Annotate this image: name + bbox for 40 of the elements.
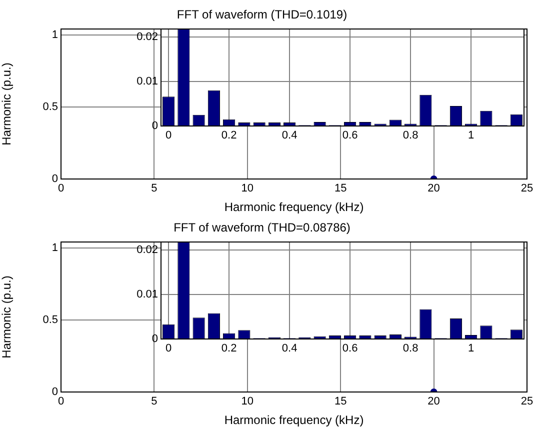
- x-tick-label: 0: [166, 130, 172, 142]
- y-tick-label: 1: [52, 28, 58, 41]
- x-tick-label: 20: [428, 182, 440, 195]
- x-tick-label: 10: [241, 396, 254, 408]
- x-tick-label: 15: [334, 396, 347, 408]
- x-tick-label: 0.4: [282, 342, 298, 355]
- y-axis-title: Harmonic (p.u.): [0, 62, 14, 146]
- y-tick-label: 0.01: [136, 288, 158, 301]
- x-tick-label: 0.8: [402, 342, 418, 355]
- x-tick-label: 0: [166, 342, 172, 355]
- x-tick-label: 0.2: [221, 342, 237, 355]
- x-tick-label: 0.4: [282, 130, 298, 142]
- y-tick-label: 0: [52, 173, 58, 186]
- y-tick-label: 0: [52, 386, 58, 398]
- y-tick-label: 0.5: [42, 314, 58, 326]
- x-tick-label: 5: [151, 396, 158, 408]
- chart-title: FFT of waveform (THD=0.1019): [176, 8, 348, 22]
- x-tick-label: 0.2: [221, 130, 237, 142]
- x-tick-label: 15: [334, 182, 347, 195]
- y-tick-label: 1: [52, 242, 58, 254]
- x-tick-label: 0.8: [402, 130, 418, 142]
- y-axis-title: Harmonic (p.u.): [0, 276, 14, 358]
- y-tick-label: 0.5: [42, 100, 58, 113]
- x-tick-label: 5: [151, 182, 158, 195]
- x-tick-label: 25: [520, 396, 534, 408]
- x-tick-label: 10: [241, 182, 254, 195]
- x-tick-label: 1: [468, 130, 474, 142]
- x-tick-label: 1: [468, 342, 474, 355]
- x-tick-label: 20: [428, 396, 440, 408]
- x-axis-title: Harmonic frequency (kHz): [224, 413, 364, 428]
- y-tick-label: 0.01: [136, 76, 158, 88]
- x-axis-title: Harmonic frequency (kHz): [224, 200, 364, 214]
- y-tick-label: 0: [152, 333, 158, 346]
- x-tick-label: 0.6: [342, 342, 358, 355]
- chart-title: FFT of waveform (THD=0.08786): [174, 220, 350, 235]
- x-tick-label: 0.6: [342, 130, 358, 142]
- y-tick-label: 0: [152, 120, 158, 132]
- x-tick-label: 25: [520, 182, 534, 195]
- y-tick-label: 0.02: [136, 31, 158, 44]
- y-tick-label: 0.02: [136, 244, 158, 256]
